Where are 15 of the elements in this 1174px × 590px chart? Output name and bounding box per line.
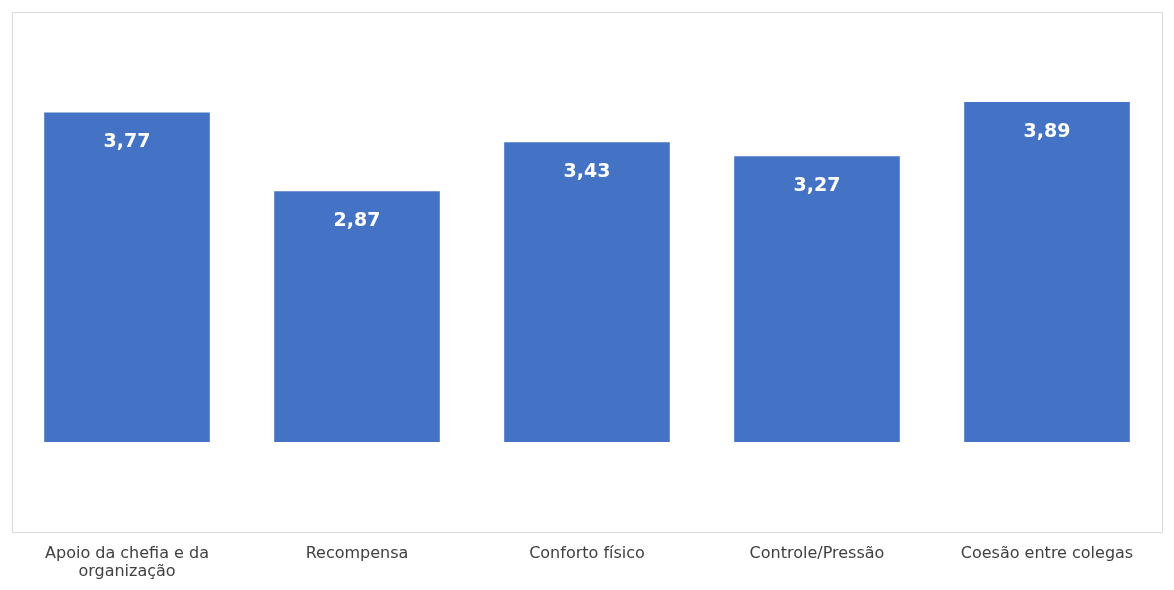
bar — [734, 156, 900, 442]
x-tick-label: Coesão entre colegas — [960, 542, 1134, 562]
x-tick-label: Controle/Pressão — [749, 542, 885, 562]
data-label: 2,87 — [333, 208, 381, 231]
data-label: 3,89 — [1023, 119, 1071, 141]
x-tick-label: Conforto físico — [529, 542, 645, 562]
bar — [964, 102, 1130, 442]
data-label: 3,27 — [793, 173, 841, 196]
bar — [504, 142, 670, 442]
x-tick-label: Apoio da chefia e da organização — [45, 542, 209, 580]
x-tick-label: Recompensa — [305, 542, 409, 562]
bar — [44, 112, 210, 442]
data-label: 3,43 — [563, 159, 611, 182]
bar — [274, 191, 440, 442]
data-label: 3,77 — [103, 129, 151, 152]
